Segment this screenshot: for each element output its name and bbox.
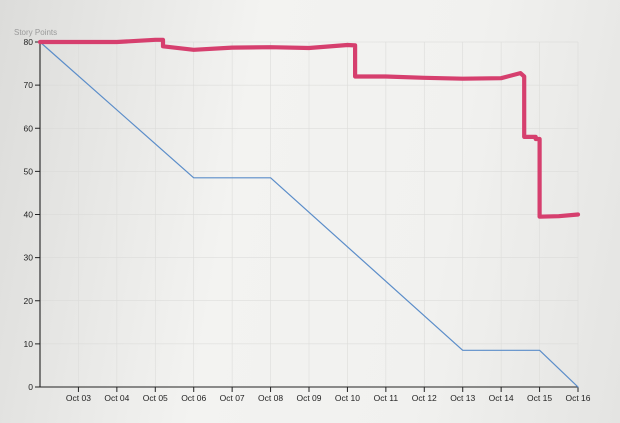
series [37, 37, 581, 388]
x-tick-label: Oct 13 [450, 393, 475, 403]
actual-line [37, 37, 581, 219]
x-tick-label: Oct 05 [143, 393, 168, 403]
ideal-line [39, 41, 579, 388]
grid [40, 41, 579, 387]
x-tick-label: Oct 06 [181, 393, 206, 403]
axes: Story Points [14, 28, 578, 388]
x-tick-label: Oct 11 [374, 393, 399, 403]
y-tick-label: 30 [24, 253, 34, 263]
x-tick-label: Oct 07 [220, 393, 245, 403]
y-tick-label: 40 [24, 210, 34, 220]
y-tick-label: 80 [24, 37, 34, 47]
y-tick-label: 50 [24, 166, 34, 176]
y-tick-label: 20 [24, 296, 34, 306]
x-tick-label: Oct 10 [335, 393, 360, 403]
y-tick-label: 0 [28, 382, 33, 392]
y-tick-label: 70 [24, 80, 34, 90]
x-tick-label: Oct 09 [296, 393, 321, 403]
x-tick-label: Oct 14 [489, 393, 514, 403]
y-tick-label: 60 [24, 123, 34, 133]
x-tick-label: Oct 04 [104, 393, 129, 403]
y-tick-label: 10 [24, 339, 34, 349]
x-tick-label: Oct 12 [412, 393, 437, 403]
x-tick-label: Oct 03 [66, 393, 91, 403]
x-tick-label: Oct 15 [527, 393, 552, 403]
ticks: 0 10 20 30 40 50 60 70 80 Oct 03 Oct 04 Oct 05 Oct 0… [24, 37, 591, 403]
x-tick-label: Oct 16 [565, 393, 590, 403]
x-tick-label: Oct 08 [258, 393, 283, 403]
y-axis-title: Story Points [14, 28, 57, 37]
